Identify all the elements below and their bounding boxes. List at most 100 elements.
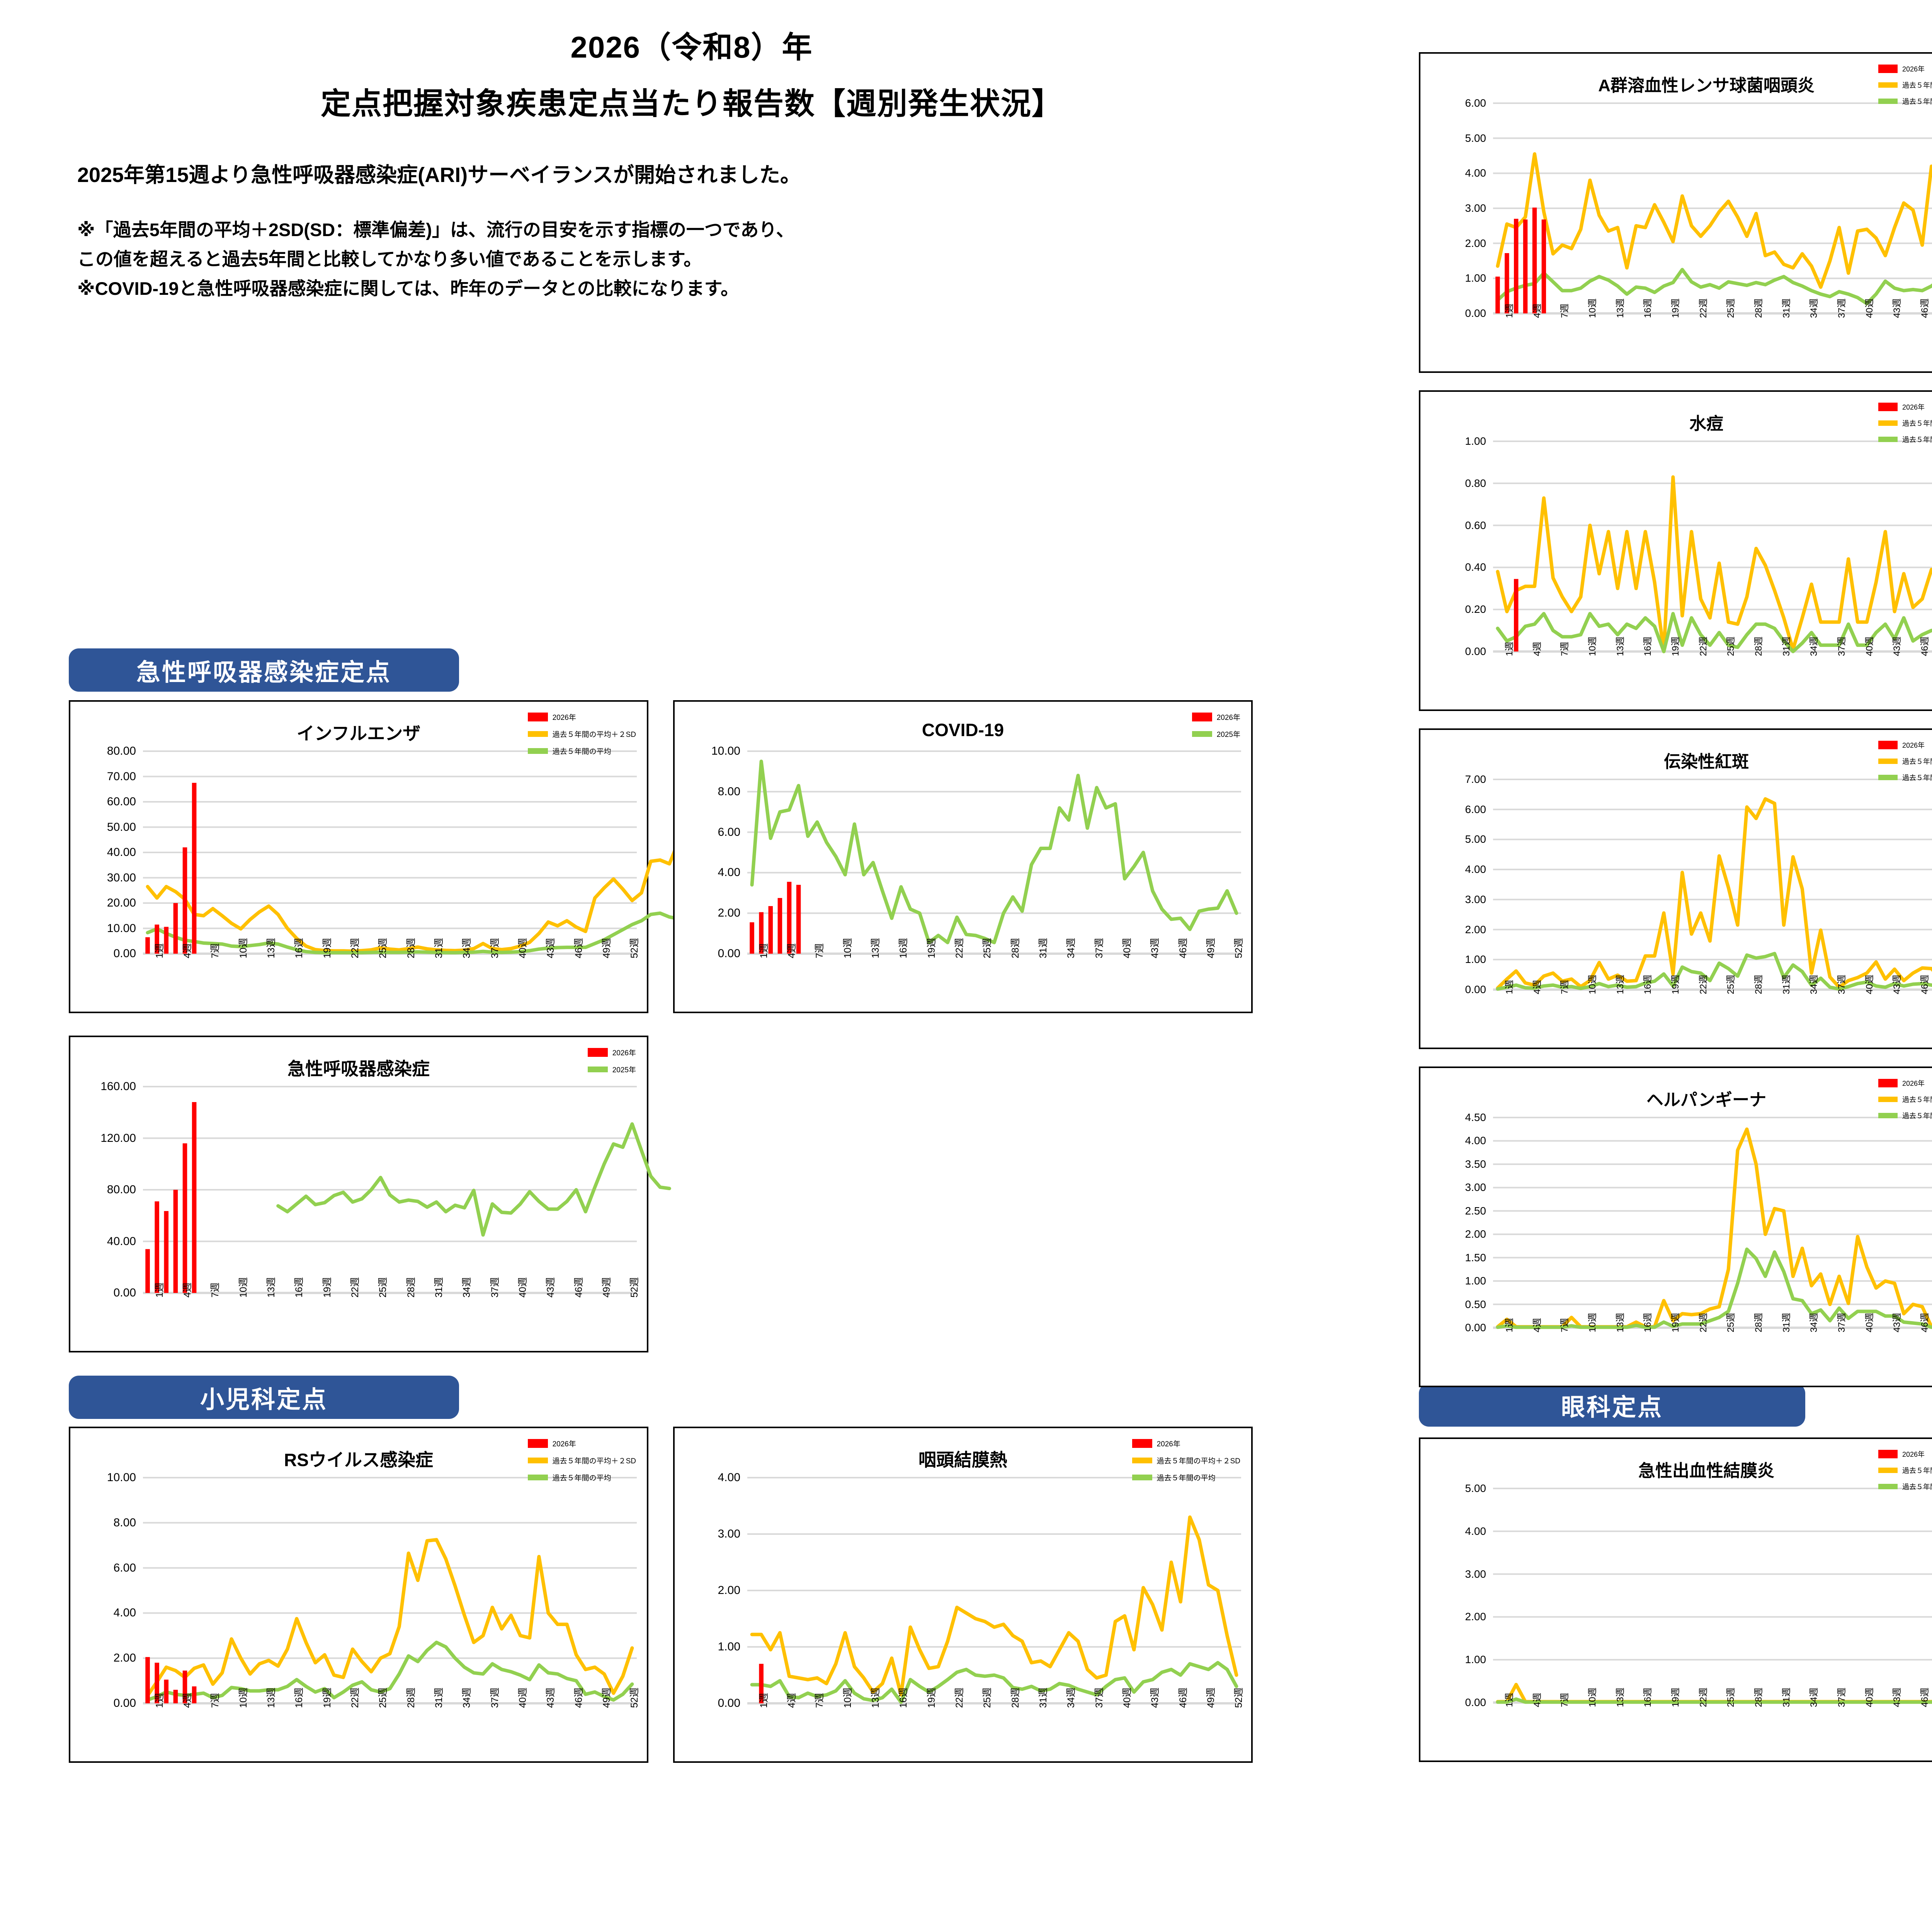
legend-label: 2026年 bbox=[612, 1049, 636, 1057]
x-axis-tick-label: 10週 bbox=[842, 938, 853, 958]
x-axis-tick-label: 22週 bbox=[1698, 1313, 1709, 1332]
x-axis-tick-label: 40週 bbox=[1864, 1687, 1875, 1707]
x-axis-tick-label: 1週 bbox=[1504, 303, 1515, 318]
y-axis-tick-label: 10.00 bbox=[107, 1471, 136, 1484]
legend-label: 2026年 bbox=[1902, 1451, 1925, 1458]
x-axis-tick-label: 40週 bbox=[1864, 1313, 1875, 1332]
legend-label: 2026年 bbox=[1902, 403, 1925, 411]
y-axis-tick-label: 1.50 bbox=[1465, 1251, 1486, 1264]
legend-item: 2026年 bbox=[1878, 1449, 1932, 1459]
x-axis-tick-label: 16週 bbox=[1643, 298, 1653, 318]
x-axis-tick-label: 52週 bbox=[1233, 1687, 1245, 1708]
chart-title: 咽頭結膜熱 bbox=[918, 1450, 1007, 1470]
x-axis-tick-label: 28週 bbox=[405, 1277, 417, 1298]
y-axis-tick-label: 6.00 bbox=[718, 825, 740, 839]
y-axis-tick-label: 10.00 bbox=[107, 922, 136, 935]
x-axis-tick-label: 10週 bbox=[842, 1687, 853, 1708]
legend-item: 2025年 bbox=[587, 1064, 636, 1075]
x-axis-tick-label: 43週 bbox=[1150, 1687, 1161, 1708]
plot-area bbox=[1493, 1117, 1932, 1329]
x-axis-tick-label: 16週 bbox=[1643, 975, 1653, 994]
chart-title: ヘルパンギーナ bbox=[1646, 1090, 1767, 1109]
legend-label: 過去５年間の平均 bbox=[1902, 774, 1932, 782]
y-axis-tick-label: 70.00 bbox=[107, 770, 136, 783]
y-axis-tick-label: 1.00 bbox=[1465, 953, 1486, 966]
x-axis-tick-label: 4週 bbox=[182, 943, 193, 958]
y-axis-tick-label: 10.00 bbox=[711, 745, 740, 757]
x-axis-tick-label: 4週 bbox=[1532, 641, 1543, 656]
x-axis-tick-label: 13週 bbox=[1615, 298, 1626, 318]
x-axis-tick-label: 31週 bbox=[433, 1687, 444, 1708]
legend-swatch-bar-icon bbox=[1878, 1450, 1898, 1458]
legend-label: 過去５年間の平均 bbox=[1902, 436, 1932, 444]
legend-item: 2026年 bbox=[1878, 740, 1932, 750]
x-axis-tick-label: 25週 bbox=[1726, 636, 1736, 656]
legend-swatch-bar-icon bbox=[587, 1048, 608, 1057]
x-axis-tick-label: 4週 bbox=[786, 943, 797, 958]
x-axis-tick-label: 7週 bbox=[1560, 1318, 1570, 1332]
legend-swatch-line-icon bbox=[527, 748, 548, 754]
x-axis-tick-label: 40週 bbox=[1864, 975, 1875, 994]
y-axis-tick-label: 0.50 bbox=[1465, 1298, 1486, 1310]
note-ari-surveillance: 2025年第15週より急性呼吸器感染症(ARI)サーベイランスが開始されました。 bbox=[77, 163, 801, 187]
y-axis-tick-label: 2.00 bbox=[113, 1652, 136, 1665]
x-axis-tick-label: 10週 bbox=[238, 938, 249, 958]
y-axis-tick-label: 7.00 bbox=[1465, 773, 1486, 785]
x-axis-tick-label: 31週 bbox=[433, 938, 444, 958]
legend-swatch-bar-icon bbox=[1878, 65, 1898, 73]
x-axis-tick-label: 28週 bbox=[1753, 298, 1764, 318]
legend-item: 過去５年間の平均＋２SD bbox=[1878, 1465, 1932, 1475]
legend-item: 過去５年間の平均＋２SD bbox=[1878, 756, 1932, 766]
x-axis-tick-label: 1週 bbox=[154, 1693, 165, 1708]
legend-label: 2025年 bbox=[612, 1066, 636, 1074]
page-title: 定点把握対象疾患定点当たり報告数【週別発生状況】 bbox=[320, 87, 1063, 121]
section-badge-eye: 眼科定点 bbox=[1419, 1383, 1805, 1427]
x-axis-tick-label: 34週 bbox=[1809, 1687, 1820, 1707]
x-axis-tick-label: 49週 bbox=[601, 1277, 612, 1298]
x-axis-tick-label: 37週 bbox=[1836, 298, 1847, 318]
x-axis-tick-label: 49週 bbox=[601, 1687, 612, 1708]
y-axis-labels: 0.00 1.00 2.00 3.00 4.00 5.00 6.00 bbox=[1420, 97, 1486, 319]
x-axis-tick-label: 28週 bbox=[1753, 975, 1764, 994]
chart-title: RSウイルス感染症 bbox=[284, 1450, 433, 1470]
y-axis-tick-label: 120.00 bbox=[100, 1131, 136, 1145]
y-axis-tick-label: 4.00 bbox=[1465, 863, 1486, 876]
y-axis-tick-label: 40.00 bbox=[107, 846, 136, 859]
chart-ari: 急性呼吸器感染症 2026年 2025年 0.00 40.00 80.00 120.00 16… bbox=[69, 1036, 671, 1352]
y-axis-tick-label: 0.00 bbox=[113, 947, 136, 960]
y-axis-tick-label: 1.00 bbox=[1465, 435, 1486, 447]
x-axis-tick-label: 13週 bbox=[1615, 636, 1626, 656]
x-axis-tick-label: 46週 bbox=[1919, 636, 1930, 656]
x-axis-tick-label: 40週 bbox=[517, 1277, 528, 1298]
y-axis-tick-label: 3.50 bbox=[1465, 1158, 1486, 1170]
x-axis-tick-label: 13週 bbox=[870, 938, 881, 958]
x-axis-tick-label: 1週 bbox=[1504, 980, 1515, 994]
x-axis-tick-label: 34週 bbox=[1809, 636, 1820, 656]
y-axis-tick-label: 2.00 bbox=[718, 1584, 740, 1597]
legend-label: 過去５年間の平均 bbox=[552, 748, 611, 756]
legend-label: 2026年 bbox=[1216, 714, 1240, 722]
y-axis-tick-label: 0.20 bbox=[1465, 603, 1486, 616]
x-axis-tick-label: 46週 bbox=[1919, 975, 1930, 994]
x-axis-tick-label: 31週 bbox=[1781, 975, 1792, 994]
legend-label: 2025年 bbox=[1216, 731, 1240, 739]
x-axis-tick-label: 25週 bbox=[378, 938, 389, 958]
legend-label: 過去５年間の平均 bbox=[1902, 1112, 1932, 1120]
plot-area bbox=[1493, 102, 1932, 315]
x-axis-tick-label: 52週 bbox=[629, 1687, 640, 1708]
x-axis-tick-label: 28週 bbox=[405, 1687, 417, 1708]
x-axis-tick-label: 1週 bbox=[154, 1283, 165, 1298]
x-axis-tick-label: 16週 bbox=[1643, 1687, 1653, 1707]
y-axis-tick-label: 4.00 bbox=[718, 1471, 740, 1484]
x-axis-tick-label: 1週 bbox=[1504, 641, 1515, 656]
x-axis-tick-label: 40週 bbox=[1864, 636, 1875, 656]
legend-label: 過去５年間の平均＋２SD bbox=[552, 731, 636, 739]
x-axis-tick-label: 4週 bbox=[786, 1693, 797, 1708]
legend-label: 過去５年間の平均 bbox=[1902, 1483, 1932, 1491]
x-axis-tick-label: 49週 bbox=[601, 938, 612, 958]
legend-swatch-bar-icon bbox=[527, 713, 548, 721]
x-axis-tick-label: 13週 bbox=[265, 1687, 277, 1708]
legend-label: 過去５年間の平均 bbox=[1156, 1474, 1216, 1482]
y-axis-tick-label: 3.00 bbox=[1465, 1181, 1486, 1194]
y-axis-tick-label: 0.00 bbox=[1465, 645, 1486, 657]
